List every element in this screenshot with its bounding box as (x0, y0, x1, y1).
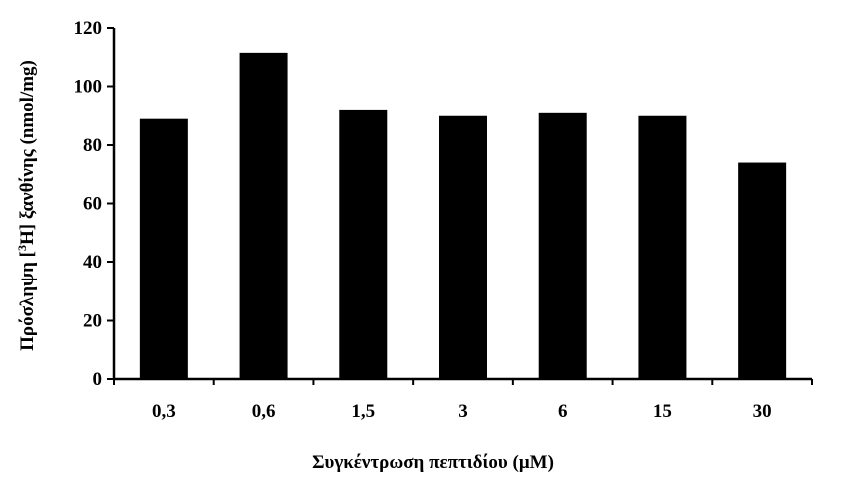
y-tick-label: 40 (83, 252, 102, 273)
y-axis-ticks: 0 20 40 60 80 100 120 (74, 18, 114, 390)
bar (139, 118, 188, 380)
bar (339, 109, 388, 380)
x-axis-ticks: 0,3 0,6 1,5 3 6 15 30 (113, 379, 813, 422)
x-tick-label: 0,6 (252, 401, 276, 422)
x-axis-title: Συγκέντρωση πεπτιδίου (μΜ) (312, 452, 554, 473)
y-tick-label: 80 (83, 135, 102, 156)
y-tick-label: 0 (93, 369, 103, 390)
bar (738, 162, 787, 379)
y-axis-title: Πρόσληψη [3H] ξανθίνης (nmol/mg) (15, 60, 38, 351)
x-tick-label: 0,3 (152, 401, 176, 422)
bar (638, 115, 687, 379)
y-axis-title-part-1: Πρόσληψη [ (17, 251, 38, 351)
y-axis-title-part-2: H] ξανθίνης (nmol/mg) (17, 60, 38, 245)
y-tick-label: 60 (83, 194, 102, 215)
bar (239, 52, 288, 380)
bars-group (139, 52, 787, 380)
x-tick-label: 30 (753, 401, 772, 422)
x-tick-label: 6 (558, 401, 568, 422)
bar (538, 112, 587, 379)
y-tick-label: 100 (74, 77, 103, 98)
x-tick-label: 1,5 (351, 401, 375, 422)
y-tick-label: 20 (83, 311, 102, 332)
x-tick-label: 15 (653, 401, 672, 422)
y-tick-label: 120 (74, 18, 103, 39)
bar (439, 115, 487, 379)
x-tick-label: 3 (458, 401, 468, 422)
y-axis-title-superscript: 3 (15, 245, 29, 251)
